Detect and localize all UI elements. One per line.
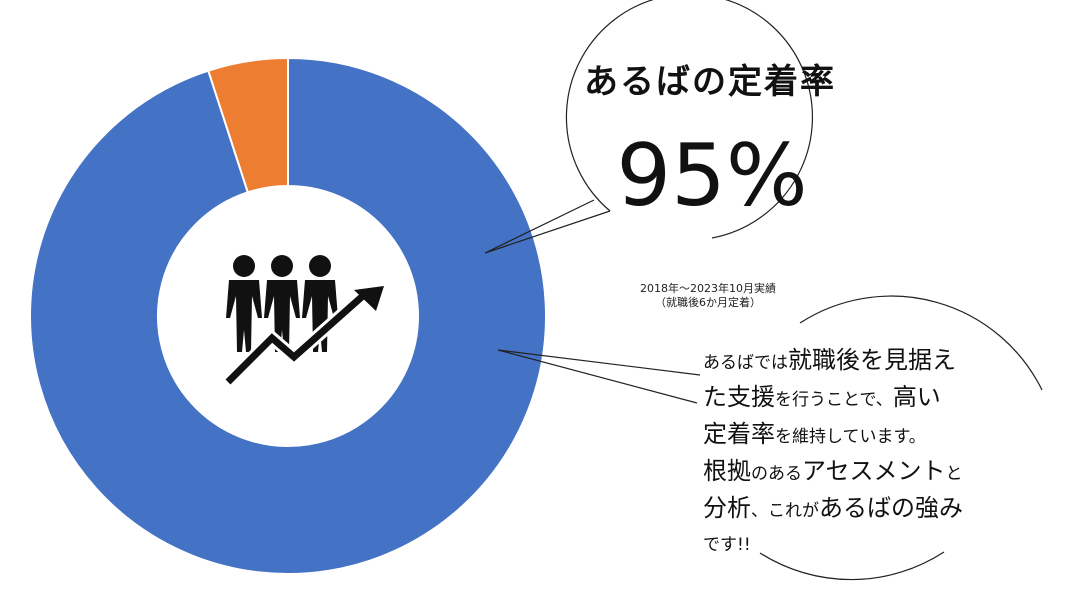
callout-segment: 支援 [727,383,775,411]
callout-line: 分析、これがあるばの強み [703,491,1053,528]
callout-segment: を行うことで、 [775,390,893,410]
callout-segment: あるばの強み [819,494,963,522]
callout-segment: 根拠 [703,457,751,485]
people-growth-arrow-icon [223,255,384,387]
callout-line: です!! [703,528,1053,562]
callout-line: 定着率を維持しています。 [703,417,1053,454]
callout-line: 根拠のあるアセスメントと [703,454,1053,491]
callout-segment: を維持しています。 [775,427,926,447]
callout-segment: た [703,383,727,411]
callout-segment: アセスメント [802,457,946,485]
donut-chart [29,56,547,575]
note-period: 2018年～2023年10月実績 [640,281,776,295]
donut-slice-2 [207,56,289,194]
callout-segment: 分析 [703,494,751,522]
callout-segment: あるばでは [703,353,788,373]
callout-segment: と [945,464,963,484]
callout-segment: 定着率 [703,420,775,448]
callout-bubble [497,295,1043,581]
callout-segment: 高い [892,383,941,411]
headline-title: あるばの定着率 [584,62,836,102]
callout-segment: です!! [703,535,751,555]
callout-text: あるばでは就職後を見据え た支援を行うことで、高い 定着率を維持しています。 根拠のあ… [703,343,1053,562]
callout-segment: 就職後を見据え [788,346,956,374]
donut-slice-1 [29,56,547,575]
headline-value: 95% [616,126,807,226]
callout-segment: 、これが [751,501,819,521]
headline-bubble [484,0,813,254]
callout-segment: のある [751,464,802,484]
note-condition: （就職後6か月定着） [655,295,761,309]
callout-line: た支援を行うことで、高い [703,380,1053,417]
callout-line: あるばでは就職後を見据え [703,343,1053,380]
